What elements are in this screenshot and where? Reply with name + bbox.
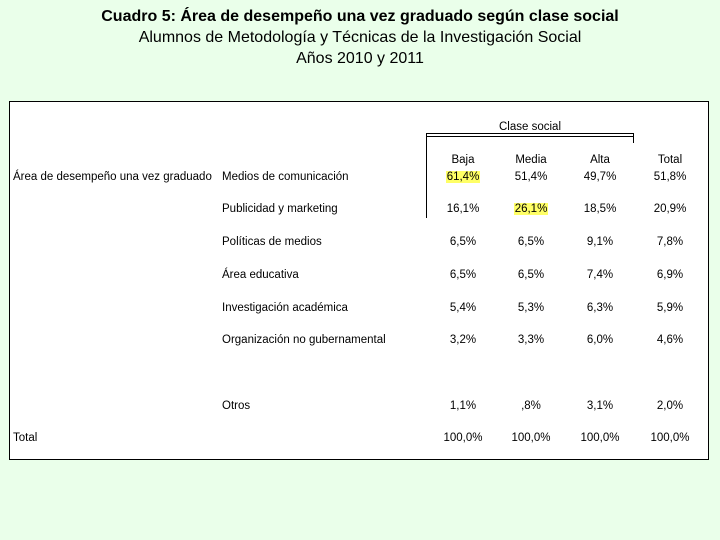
highlighted-value: 26,1% xyxy=(513,203,549,215)
cell-value: 6,5% xyxy=(449,269,477,281)
group-header-clase-social: Clase social xyxy=(499,121,561,133)
cell-value: 5,4% xyxy=(449,302,477,314)
cell-value: 100,0% xyxy=(650,432,690,444)
row-label: Investigación académica xyxy=(222,302,348,314)
title-line-1: Cuadro 5: Área de desempeño una vez grad… xyxy=(101,8,619,25)
crosstab-table: Clase social Baja Media Alta Total Área … xyxy=(9,101,709,460)
title-block: Cuadro 5: Área de desempeño una vez grad… xyxy=(0,6,720,69)
row-label: Medios de comunicación xyxy=(222,171,349,183)
cell-value: 5,3% xyxy=(517,302,545,314)
title-line-3: Años 2010 y 2011 xyxy=(296,50,424,67)
cell-value: 16,1% xyxy=(446,203,480,215)
row-label: Publicidad y marketing xyxy=(222,203,338,215)
cell-value: 51,4% xyxy=(514,171,548,183)
cell-value: 3,3% xyxy=(517,334,545,346)
col-header-total: Total xyxy=(657,154,683,166)
cell-value: 2,0% xyxy=(656,400,684,412)
cell-value: 26,1% xyxy=(497,202,565,216)
cell-value: 6,5% xyxy=(517,269,545,281)
cell-value: 6,5% xyxy=(517,236,545,248)
row-label: Área educativa xyxy=(222,269,299,281)
cell-value: 6,9% xyxy=(656,269,684,281)
cell-value: ,8% xyxy=(521,400,541,412)
cell-value: 7,8% xyxy=(656,236,684,248)
highlighted-value: 61,4% xyxy=(445,171,481,183)
cell-value: 6,3% xyxy=(586,302,614,314)
cell-value: 61,4% xyxy=(430,170,496,184)
cell-value: 18,5% xyxy=(583,203,617,215)
title-line-2: Alumnos de Metodología y Técnicas de la … xyxy=(138,29,582,46)
cell-value: 3,1% xyxy=(586,400,614,412)
row-dimension-label: Área de desempeño una vez graduado xyxy=(13,171,212,183)
row-label: Organización no gubernamental xyxy=(222,334,386,346)
cell-value: 100,0% xyxy=(580,432,620,444)
row-label: Políticas de medios xyxy=(222,236,322,248)
cell-value: 3,2% xyxy=(449,334,477,346)
cell-value: 7,4% xyxy=(586,269,614,281)
cell-value: 100,0% xyxy=(443,432,483,444)
cell-value: 20,9% xyxy=(653,203,687,215)
cell-value: 1,1% xyxy=(449,400,477,412)
cell-value: 100,0% xyxy=(511,432,551,444)
col-header-baja: Baja xyxy=(451,154,475,166)
row-label: Otros xyxy=(222,400,251,412)
col-header-alta: Alta xyxy=(590,154,610,166)
cell-value: 4,6% xyxy=(656,334,684,346)
cell-value: 49,7% xyxy=(583,171,617,183)
cell-value: 6,0% xyxy=(586,334,614,346)
cell-value: 5,9% xyxy=(656,302,684,314)
group-header-top-line xyxy=(426,133,634,134)
group-header-bottom-line xyxy=(426,136,634,137)
cell-value: 51,8% xyxy=(653,171,687,183)
cell-value: 6,5% xyxy=(449,236,477,248)
group-header-left-line xyxy=(426,133,427,218)
cell-value: 9,1% xyxy=(586,236,614,248)
total-row-label: Total xyxy=(13,432,38,444)
col-header-media: Media xyxy=(515,154,547,166)
group-header-right-line xyxy=(633,133,634,143)
